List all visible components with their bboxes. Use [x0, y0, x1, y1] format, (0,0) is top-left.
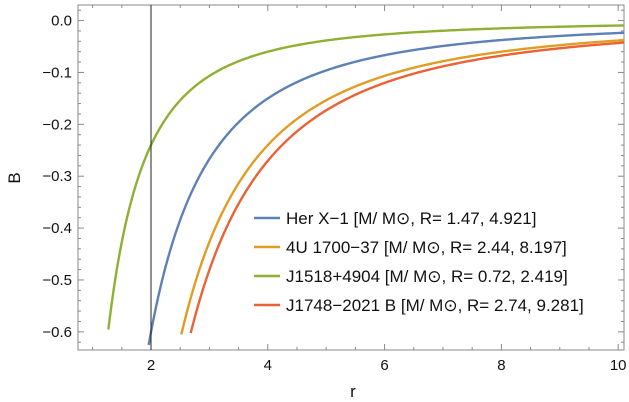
x-tick-label: 6: [380, 357, 388, 374]
y-tick-label: −0.1: [42, 64, 72, 81]
legend-label: Her X−1 [M/ M⊙, R= 1.47, 4.921]: [286, 209, 536, 228]
x-tick-label: 10: [610, 357, 627, 374]
legend-label: 4U 1700−37 [M/ M⊙, R= 2.44, 8.197]: [286, 238, 567, 257]
y-tick-label: −0.3: [42, 168, 72, 185]
y-axis: 0.0 −0.1 −0.2 −0.3 −0.4 −0.5 −0.6: [42, 9, 624, 343]
plot-frame: [77, 4, 625, 351]
legend-label: J1518+4904 [M/ M⊙, R= 0.72, 2.419]: [286, 267, 568, 286]
y-tick-label: −0.5: [42, 272, 72, 289]
x-tick-label: 8: [497, 357, 505, 374]
y-tick-label: −0.2: [42, 116, 72, 133]
y-tick-label: 0.0: [51, 13, 72, 30]
plot-border: [77, 4, 625, 351]
x-tick-label: 2: [147, 357, 155, 374]
legend-label: J1748−2021 B [M/ M⊙, R= 2.74, 9.281]: [286, 296, 584, 315]
series-line-2: [180, 38, 625, 335]
y-tick-label: −0.6: [42, 324, 72, 341]
y-tick-label: −0.4: [42, 220, 72, 237]
series-line-1: [147, 31, 625, 346]
x-axis-label: r: [350, 382, 356, 401]
series-line-4: [189, 41, 625, 334]
legend: Her X−1 [M/ M⊙, R= 1.47, 4.921] 4U 1700−3…: [254, 209, 584, 315]
y-axis-label: B: [5, 172, 24, 183]
series-line-3: [107, 24, 625, 330]
x-axis: 2 4 6 8 10: [92, 5, 627, 374]
curves: [107, 24, 625, 346]
x-tick-label: 4: [264, 357, 272, 374]
